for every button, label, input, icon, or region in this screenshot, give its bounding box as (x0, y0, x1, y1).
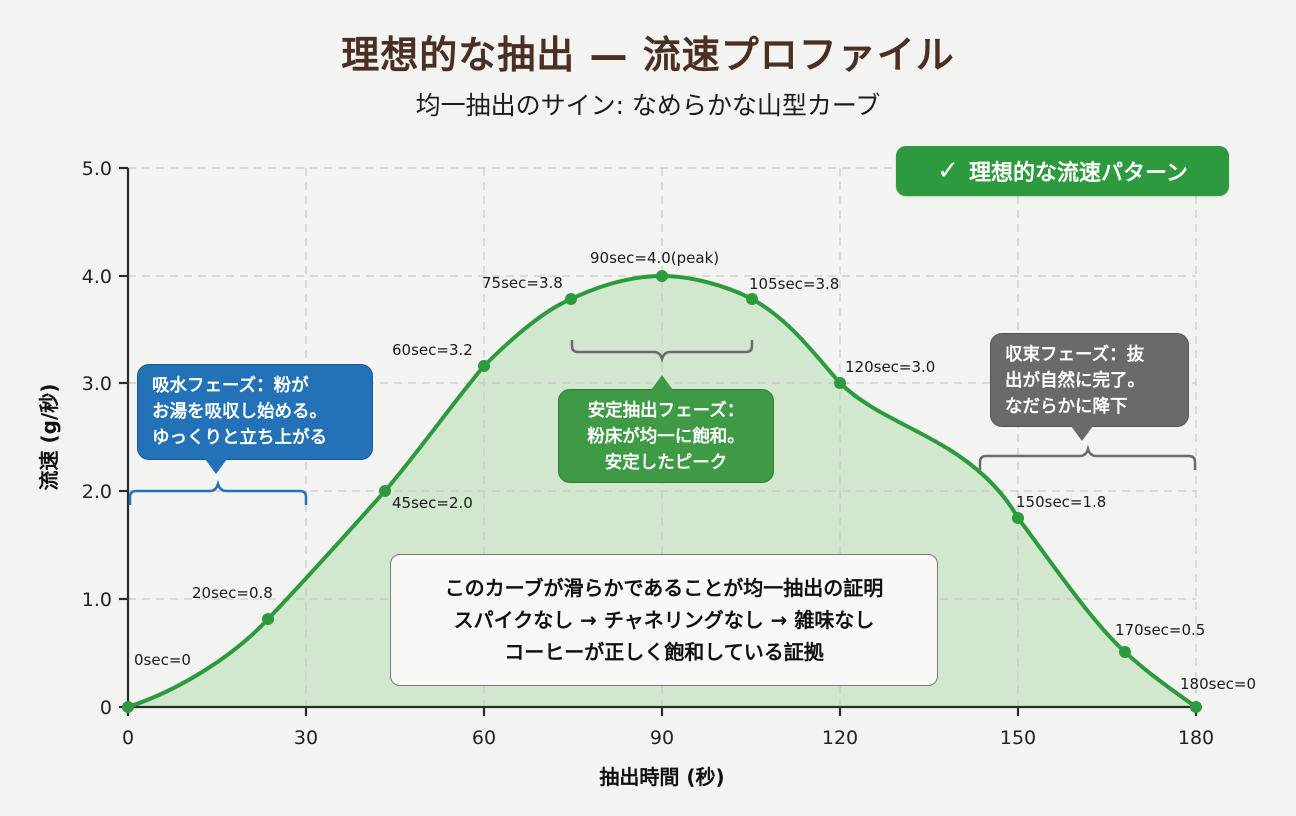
data-point (746, 293, 758, 305)
data-point (1190, 701, 1202, 713)
data-point (478, 360, 490, 372)
stable-phase-callout: 安定抽出フェーズ： 粉床が均一に飽和。 安定したピーク (558, 375, 774, 483)
svg-text:150: 150 (1000, 727, 1036, 749)
data-point (565, 293, 577, 305)
svg-text:30: 30 (294, 727, 318, 749)
data-markers (122, 270, 1202, 713)
callout-line: 安定したピーク (604, 453, 728, 473)
svg-text:20sec=0.8: 20sec=0.8 (192, 584, 273, 602)
svg-text:0: 0 (100, 697, 112, 719)
callout-line: 安定抽出フェーズ： (587, 401, 745, 421)
chart-subtitle: 均一抽出のサイン: なめらかな山型カーブ (415, 91, 881, 120)
svg-text:105sec=3.8: 105sec=3.8 (749, 275, 839, 293)
badge-label: 理想的な流速パターン (968, 161, 1188, 186)
x-axis-title: 抽出時間 (秒) (599, 765, 724, 789)
convergence-phase-callout: 収束フェーズ：抜 出が自然に完了。 なだらかに降下 (990, 333, 1189, 441)
data-point (262, 613, 274, 625)
svg-text:60sec=3.2: 60sec=3.2 (392, 341, 473, 359)
svg-text:75sec=3.8: 75sec=3.8 (482, 274, 563, 292)
svg-text:150sec=1.8: 150sec=1.8 (1016, 493, 1106, 511)
svg-text:170sec=0.5: 170sec=0.5 (1115, 621, 1205, 639)
svg-text:90: 90 (650, 727, 674, 749)
callout-line: ゆっくりと立ち上がる (152, 428, 327, 448)
callout-line: 収束フェーズ：抜 (1005, 345, 1145, 365)
absorption-phase-callout: 吸水フェーズ：粉が お湯を吸収し始める。 ゆっくりと立ち上がる (137, 364, 373, 474)
svg-text:180: 180 (1178, 727, 1214, 749)
point-labels: 0sec=0 20sec=0.8 45sec=2.0 60sec=3.2 75s… (134, 249, 1256, 693)
svg-text:5.0: 5.0 (82, 158, 112, 180)
svg-text:4.0: 4.0 (82, 266, 112, 288)
stable-phase-bracket (570, 340, 754, 364)
convergence-phase-bracket (978, 444, 1197, 470)
summary-line: スパイクなし → チャネリングなし → 雑味なし (453, 608, 875, 632)
svg-text:60: 60 (472, 727, 496, 749)
data-point (1012, 512, 1024, 524)
svg-text:0: 0 (122, 727, 134, 749)
chart-title: 理想的な抽出 — 流速プロファイル (341, 33, 955, 77)
svg-text:3.0: 3.0 (82, 373, 112, 395)
data-point (122, 701, 134, 713)
summary-annotation-box: このカーブが滑らかであることが均一抽出の証明 スパイクなし → チャネリングなし… (390, 554, 938, 686)
ideal-pattern-badge: ✓ 理想的な流速パターン (896, 146, 1229, 196)
data-point (834, 377, 846, 389)
absorption-phase-bracket (128, 479, 308, 505)
checkmark-icon: ✓ (937, 156, 959, 186)
summary-line: このカーブが滑らかであることが均一抽出の証明 (444, 576, 884, 600)
svg-text:180sec=0: 180sec=0 (1180, 675, 1256, 693)
svg-text:120: 120 (822, 727, 858, 749)
svg-text:90sec=4.0(peak): 90sec=4.0(peak) (590, 249, 719, 267)
data-point (379, 485, 391, 497)
summary-line: コーヒーが正しく飽和している証拠 (504, 640, 824, 664)
data-point (1119, 646, 1131, 658)
svg-text:120sec=3.0: 120sec=3.0 (845, 358, 935, 376)
x-tick-labels: 0 30 60 90 120 150 180 (122, 727, 1214, 749)
callout-line: 出が自然に完了。 (1005, 371, 1145, 391)
svg-text:45sec=2.0: 45sec=2.0 (392, 494, 473, 512)
y-tick-labels: 0 1.0 2.0 3.0 4.0 5.0 (82, 158, 112, 719)
svg-text:1.0: 1.0 (82, 589, 112, 611)
callout-line: なだらかに降下 (1005, 397, 1128, 417)
callout-line: 粉床が均一に飽和。 (587, 427, 745, 447)
svg-text:2.0: 2.0 (82, 481, 112, 503)
svg-text:0sec=0: 0sec=0 (134, 651, 191, 669)
y-axis-title: 流速 (g/秒) (37, 384, 61, 491)
data-point (656, 270, 668, 282)
callout-line: 吸水フェーズ：粉が (152, 376, 309, 396)
flow-rate-line (126, 274, 1198, 709)
callout-line: お湯を吸収し始める。 (152, 402, 327, 422)
